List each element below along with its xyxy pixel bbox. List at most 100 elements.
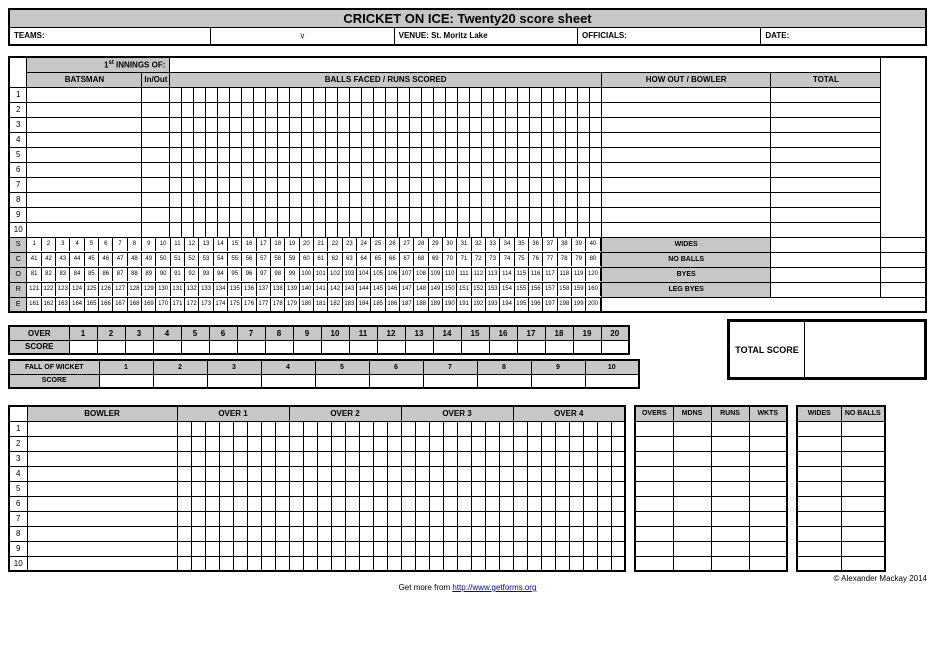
stats2-cell[interactable] (797, 556, 841, 571)
ball-cell[interactable] (302, 192, 314, 207)
ball-cell[interactable] (302, 87, 314, 102)
bowler-ball-cell[interactable] (485, 556, 499, 571)
bowler-ball-cell[interactable] (443, 451, 457, 466)
bowler-ball-cell[interactable] (261, 421, 275, 436)
ball-cell[interactable] (362, 117, 374, 132)
batsman-name-cell[interactable] (27, 177, 142, 192)
bowler-ball-cell[interactable] (583, 511, 597, 526)
ball-cell[interactable] (350, 132, 362, 147)
bowler-ball-cell[interactable] (499, 451, 513, 466)
bowler-ball-cell[interactable] (527, 526, 541, 541)
ball-cell[interactable] (302, 222, 314, 237)
ball-cell[interactable] (266, 87, 278, 102)
ball-cell[interactable] (314, 117, 326, 132)
bowler-ball-cell[interactable] (345, 541, 359, 556)
ball-cell[interactable] (374, 162, 386, 177)
bowler-ball-cell[interactable] (387, 511, 401, 526)
ball-cell[interactable] (326, 132, 338, 147)
ball-cell[interactable] (517, 102, 529, 117)
stats2-cell[interactable] (797, 436, 841, 451)
bowler-ball-cell[interactable] (583, 451, 597, 466)
stats-cell[interactable] (673, 481, 711, 496)
ball-cell[interactable] (529, 117, 541, 132)
bowler-ball-cell[interactable] (303, 556, 317, 571)
ball-cell[interactable] (242, 132, 254, 147)
bowler-ball-cell[interactable] (303, 541, 317, 556)
bowler-ball-cell[interactable] (219, 481, 233, 496)
ball-cell[interactable] (446, 102, 458, 117)
ball-cell[interactable] (350, 162, 362, 177)
bowler-ball-cell[interactable] (611, 511, 625, 526)
ball-cell[interactable] (589, 117, 601, 132)
ball-cell[interactable] (386, 132, 398, 147)
bowler-ball-cell[interactable] (359, 556, 373, 571)
ball-cell[interactable] (505, 102, 517, 117)
bowler-ball-cell[interactable] (345, 511, 359, 526)
total-score-value[interactable] (805, 322, 925, 378)
bowler-ball-cell[interactable] (261, 436, 275, 451)
ball-cell[interactable] (386, 177, 398, 192)
inout-cell[interactable] (142, 87, 170, 102)
ball-cell[interactable] (266, 162, 278, 177)
bowler-ball-cell[interactable] (359, 421, 373, 436)
ball-cell[interactable] (194, 132, 206, 147)
bowler-ball-cell[interactable] (527, 421, 541, 436)
ball-cell[interactable] (410, 207, 422, 222)
bowler-ball-cell[interactable] (457, 511, 471, 526)
ball-cell[interactable] (481, 207, 493, 222)
ball-cell[interactable] (446, 132, 458, 147)
ball-cell[interactable] (350, 177, 362, 192)
ball-cell[interactable] (517, 162, 529, 177)
ball-cell[interactable] (565, 162, 577, 177)
bowler-ball-cell[interactable] (485, 526, 499, 541)
ball-cell[interactable] (242, 117, 254, 132)
stats-cell[interactable] (673, 526, 711, 541)
bowler-ball-cell[interactable] (443, 511, 457, 526)
bowler-ball-cell[interactable] (191, 526, 205, 541)
ball-cell[interactable] (493, 117, 505, 132)
ball-cell[interactable] (529, 162, 541, 177)
bowler-ball-cell[interactable] (289, 451, 303, 466)
bowler-ball-cell[interactable] (555, 436, 569, 451)
ball-cell[interactable] (362, 87, 374, 102)
bowler-ball-cell[interactable] (415, 496, 429, 511)
ball-cell[interactable] (314, 207, 326, 222)
bowler-ball-cell[interactable] (499, 556, 513, 571)
bowler-ball-cell[interactable] (457, 451, 471, 466)
ball-cell[interactable] (458, 222, 470, 237)
bowler-ball-cell[interactable] (429, 481, 443, 496)
bowler-ball-cell[interactable] (597, 496, 611, 511)
inout-cell[interactable] (142, 222, 170, 237)
bowler-ball-cell[interactable] (471, 466, 485, 481)
ball-cell[interactable] (589, 192, 601, 207)
stats-cell[interactable] (635, 481, 673, 496)
ball-cell[interactable] (170, 162, 182, 177)
bowler-ball-cell[interactable] (457, 436, 471, 451)
ball-cell[interactable] (422, 87, 434, 102)
ball-cell[interactable] (302, 162, 314, 177)
bowler-ball-cell[interactable] (541, 481, 555, 496)
ball-cell[interactable] (493, 192, 505, 207)
ball-cell[interactable] (470, 102, 482, 117)
bowler-ball-cell[interactable] (359, 541, 373, 556)
ball-cell[interactable] (398, 132, 410, 147)
bowler-ball-cell[interactable] (275, 466, 289, 481)
bowler-ball-cell[interactable] (359, 496, 373, 511)
bowler-ball-cell[interactable] (219, 526, 233, 541)
bowler-ball-cell[interactable] (597, 436, 611, 451)
stats2-cell[interactable] (841, 421, 885, 436)
bowler-ball-cell[interactable] (541, 466, 555, 481)
ball-cell[interactable] (230, 207, 242, 222)
bowler-ball-cell[interactable] (345, 451, 359, 466)
bowler-ball-cell[interactable] (541, 421, 555, 436)
wicket-score-cell[interactable] (261, 374, 315, 388)
wicket-score-cell[interactable] (153, 374, 207, 388)
ball-cell[interactable] (290, 132, 302, 147)
ball-cell[interactable] (218, 192, 230, 207)
bowler-ball-cell[interactable] (275, 436, 289, 451)
ball-cell[interactable] (470, 192, 482, 207)
bowler-ball-cell[interactable] (443, 466, 457, 481)
ball-cell[interactable] (481, 87, 493, 102)
bowler-ball-cell[interactable] (303, 526, 317, 541)
ball-cell[interactable] (553, 117, 565, 132)
